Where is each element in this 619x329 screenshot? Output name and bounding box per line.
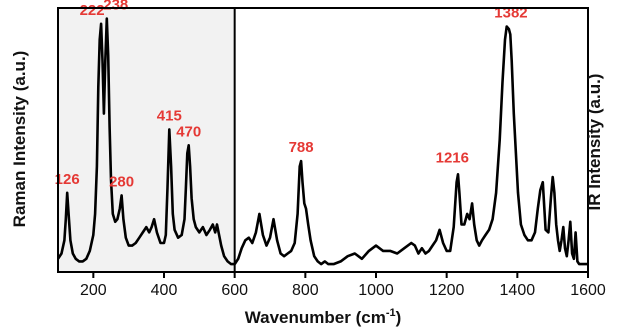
peak-label-470: 470 [176, 123, 201, 140]
x-tick-label-1400: 1400 [500, 282, 536, 299]
peak-label-222: 222 [80, 2, 105, 19]
x-tick-label-600: 600 [221, 282, 248, 299]
peak-label-1216: 1216 [436, 150, 469, 167]
x-axis-tick-labels: 200 400 600 800 1000 1200 1400 1600 [80, 282, 606, 299]
ir-series-line [233, 25, 588, 266]
x-tick-label-200: 200 [80, 282, 107, 299]
x-tick-label-1000: 1000 [358, 282, 394, 299]
peak-label-238: 238 [103, 0, 128, 14]
peak-label-126: 126 [55, 171, 80, 188]
y-axis-title-right: IR Intensity (a.u.) [585, 74, 604, 211]
peak-label-415: 415 [157, 107, 182, 124]
peak-label-788: 788 [289, 139, 314, 156]
series-lines [56, 17, 588, 266]
x-tick-label-400: 400 [151, 282, 178, 299]
x-axis-title: Wavenumber (cm-1) [245, 307, 402, 327]
x-axis-title-superscript: -1 [386, 307, 396, 319]
x-tick-label-1600: 1600 [570, 282, 606, 299]
raman-series-line [56, 17, 235, 266]
y-axis-title-left: Raman Intensity (a.u.) [10, 51, 29, 228]
plot-frame [57, 7, 589, 273]
x-tick-label-1200: 1200 [429, 282, 465, 299]
x-axis-title-tail: ) [396, 308, 402, 327]
peak-label-280: 280 [109, 173, 134, 190]
x-tick-label-800: 800 [292, 282, 319, 299]
